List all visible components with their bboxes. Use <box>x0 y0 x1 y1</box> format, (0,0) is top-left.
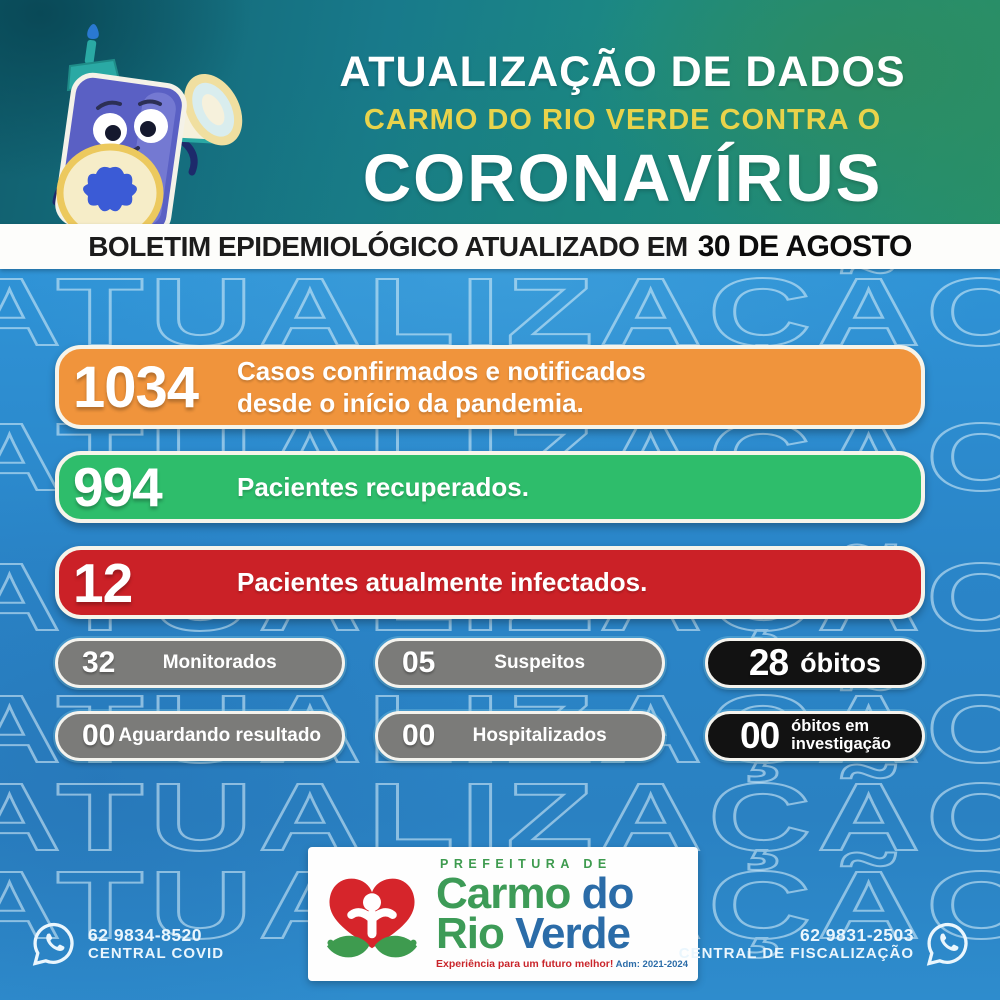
fiscal-central-texts: 62 9831-2503 CENTRAL DE FISCALIZAÇÃO <box>679 925 914 962</box>
deaths-investigation-line1: óbitos em <box>791 717 870 736</box>
logo-tagline-row: Experiência para um futuro melhor! Adm: … <box>436 959 688 970</box>
awaiting-value: 00 <box>82 719 116 752</box>
hospitalized-pill: 00 Hospitalizados <box>375 711 665 761</box>
title-coronavirus: CORONAVÍRUS <box>362 141 883 216</box>
monitored-label: Monitorados <box>162 652 277 673</box>
awaiting-label: Aguardando resultado <box>118 725 322 746</box>
deaths-pill: 28 óbitos <box>705 638 925 688</box>
whatsapp-icon <box>32 922 74 966</box>
logo-word-carmo: Carmo <box>436 868 571 918</box>
monitored-value: 32 <box>82 646 116 679</box>
bulletin-banner: BOLETIM EPIDEMIOLÓGICO ATUALIZADO EM 30 … <box>0 224 1000 269</box>
confirmed-label-line2: desde o início da pandemia. <box>237 388 584 418</box>
confirmed-cases-label: Casos confirmados e notificados desde o … <box>237 355 646 420</box>
deaths-investigation-value: 00 <box>740 715 780 756</box>
monitored-pill: 32 Monitorados <box>55 638 345 688</box>
logo-word-rio: Rio <box>436 909 505 958</box>
infected-patients-pill: 12 Pacientes atualmente infectados. <box>55 546 925 619</box>
covid-central-label: CENTRAL COVID <box>88 945 225 963</box>
fiscal-central-label: CENTRAL DE FISCALIZAÇÃO <box>678 945 914 963</box>
city-hall-logo-box: PREFEITURA DE Carmo do Rio Verde Experiê… <box>308 847 698 981</box>
logo-tagline: Experiência para um futuro melhor! <box>436 958 614 971</box>
deaths-investigation-pill: 00 óbitos em investigação <box>705 711 925 761</box>
recovered-patients-pill: 994 Pacientes recuperados. <box>55 451 925 523</box>
logo-pretitle: PREFEITURA DE <box>440 857 612 872</box>
deaths-investigation-label: óbitos em investigação <box>791 717 892 754</box>
vaccine-mascot-illustration <box>52 24 243 226</box>
fiscal-central-phone: 62 9831-2503 <box>799 925 914 946</box>
confirmed-label-line1: Casos confirmados e notificados <box>237 355 646 386</box>
deaths-value: 28 <box>748 642 789 683</box>
confirmed-cases-pill: 1034 Casos confirmados e notificados des… <box>55 345 925 429</box>
whatsapp-icon <box>926 922 968 966</box>
infected-value: 12 <box>73 551 133 614</box>
logo-word-verde: Verde <box>503 909 631 958</box>
deaths-investigation-line2: investigação <box>791 735 892 753</box>
suspects-label: Suspeitos <box>494 652 586 673</box>
logo-term: Adm: 2021-2024 <box>615 959 688 971</box>
logo-name-line2: Rio Verde <box>436 912 688 956</box>
fiscal-central-contact: 62 9831-2503 CENTRAL DE FISCALIZAÇÃO <box>669 920 972 968</box>
hospitalized-label: Hospitalizados <box>472 725 607 746</box>
recovered-label: Pacientes recuperados. <box>237 471 529 502</box>
confirmed-cases-value: 1034 <box>73 354 199 420</box>
covid-central-phone: 62 9834-8520 <box>88 925 203 946</box>
hospitalized-value: 00 <box>402 719 436 752</box>
deaths-label: óbitos <box>800 647 882 678</box>
title-update: ATUALIZAÇÃO DE DADOS <box>339 48 906 96</box>
covid-central-texts: 62 9834-8520 CENTRAL COVID <box>88 925 224 962</box>
bulletin-date: 30 DE AGOSTO <box>697 229 913 263</box>
title-city-vs: CARMO DO RIO VERDE CONTRA O <box>363 104 882 136</box>
bulletin-text: BOLETIM EPIDEMIOLÓGICO ATUALIZADO EM <box>88 230 688 262</box>
infected-label: Pacientes atualmente infectados. <box>237 567 648 598</box>
logo-word-do: do <box>570 868 635 918</box>
recovered-value: 994 <box>73 456 163 518</box>
heart-hands-logo-icon <box>327 878 417 958</box>
logo-name-line1: Carmo do <box>436 871 688 915</box>
covid-central-contact: 62 9834-8520 CENTRAL COVID <box>30 920 234 968</box>
city-hall-logo-text: PREFEITURA DE Carmo do Rio Verde Experiê… <box>436 858 688 970</box>
suspects-value: 05 <box>402 646 436 679</box>
header-titles: ATUALIZAÇÃO DE DADOS CARMO DO RIO VERDE … <box>255 48 990 217</box>
suspects-pill: 05 Suspeitos <box>375 638 665 688</box>
awaiting-results-pill: 00 Aguardando resultado <box>55 711 345 761</box>
